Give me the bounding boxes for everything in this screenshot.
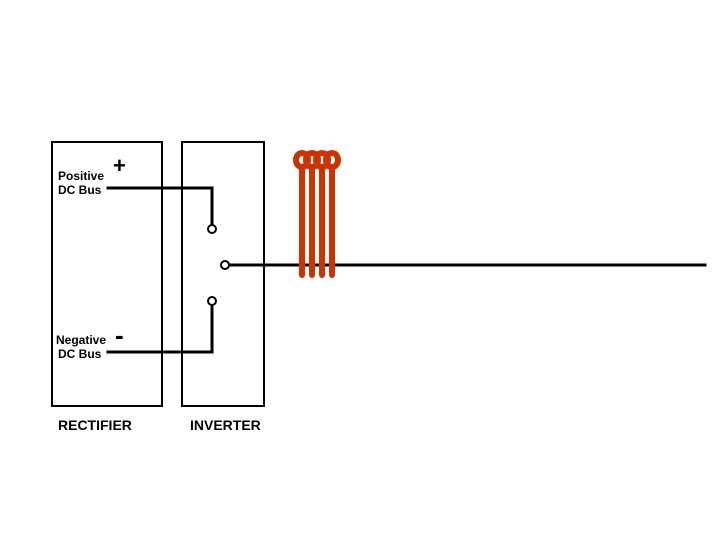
terminal-node bbox=[208, 297, 216, 305]
positive-dc-bus-label: DC Bus bbox=[58, 183, 102, 197]
negative-dc-bus-label: Negative bbox=[56, 333, 106, 347]
wire-positive-bus bbox=[108, 188, 212, 225]
coil-loop bbox=[306, 153, 318, 275]
inverter-box bbox=[182, 142, 264, 406]
rectifier-title-label: RECTIFIER bbox=[58, 417, 132, 433]
coil-loop bbox=[296, 153, 308, 275]
terminal-node bbox=[221, 261, 229, 269]
plus-sign-label: + bbox=[113, 153, 126, 178]
inverter-title-label: INVERTER bbox=[190, 417, 261, 433]
minus-sign-label: - bbox=[115, 320, 124, 350]
negative-dc-bus-label: DC Bus bbox=[58, 347, 102, 361]
positive-dc-bus-label: Positive bbox=[58, 169, 104, 183]
terminal-node bbox=[208, 225, 216, 233]
coil-loop bbox=[316, 153, 328, 275]
coil-loop bbox=[326, 153, 338, 275]
